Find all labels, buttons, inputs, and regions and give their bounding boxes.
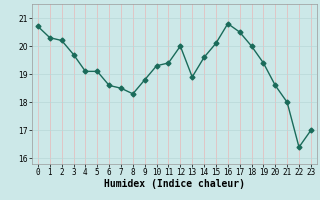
- X-axis label: Humidex (Indice chaleur): Humidex (Indice chaleur): [104, 179, 245, 189]
